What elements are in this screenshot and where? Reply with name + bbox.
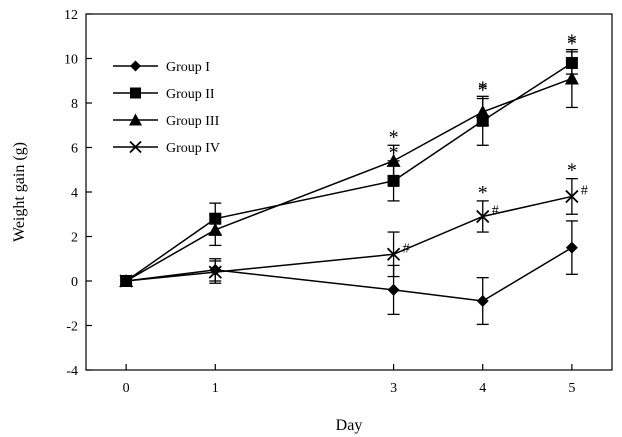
significance-star: * [478, 77, 488, 99]
x-marker-stroke [119, 274, 133, 288]
x-marker-stroke [208, 265, 222, 279]
significance-star: * [478, 80, 488, 102]
significance-star: * [567, 33, 577, 55]
x-marker-stroke [129, 140, 142, 154]
y-axis: -4 -2 0 2 4 6 8 10 12 [64, 8, 92, 379]
legend-label: Group I [166, 60, 210, 75]
x-tick-label: 3 [390, 381, 397, 396]
x-marker-stroke [386, 247, 401, 261]
series-group-iv: # * # * # [119, 160, 588, 288]
x-marker [208, 265, 222, 279]
x-marker [565, 189, 579, 204]
y-tick-label: 8 [71, 97, 78, 112]
triangle-marker [208, 222, 223, 236]
significance-star: * [567, 160, 577, 182]
x-tick-label: 1 [212, 381, 219, 396]
square-marker [387, 174, 400, 187]
legend-item: Group II [113, 87, 215, 102]
significance-hash: # [492, 203, 499, 218]
y-tick-label: 12 [64, 8, 78, 23]
x-tick-label: 4 [479, 381, 486, 396]
triangle-marker [475, 104, 490, 118]
significance-hash: # [403, 241, 410, 256]
y-tick-label: 4 [71, 186, 78, 201]
series-layer: ******#*#*# [119, 31, 588, 326]
series-line [125, 77, 573, 282]
y-tick-label: -4 [66, 364, 78, 379]
legend-label: Group II [166, 87, 215, 102]
significance-star: * [389, 126, 399, 148]
legend-label: Group IV [166, 141, 220, 156]
significance-star: * [567, 31, 577, 53]
x-marker [386, 247, 401, 261]
legend-item: Group I [113, 60, 210, 75]
significance-star: * [478, 182, 488, 204]
plot-frame [85, 13, 613, 371]
x-tick-label: 5 [568, 381, 575, 396]
diamond-marker [476, 295, 489, 308]
triangle-marker [564, 71, 579, 85]
triangle-marker [129, 113, 142, 126]
diamond-marker [387, 283, 400, 296]
significance-hash: # [581, 183, 588, 198]
x-axis-label: Day [336, 417, 363, 434]
y-axis-label: Weight gain (g) [11, 142, 28, 242]
x-axis: 0 1 3 4 5 [123, 364, 575, 396]
diamond-marker [130, 60, 141, 72]
y-tick-label: 0 [71, 275, 78, 290]
x-marker-stroke [476, 209, 490, 224]
y-tick-label: 6 [71, 142, 78, 157]
x-marker-stroke [565, 189, 579, 204]
diamond-marker [565, 241, 578, 254]
y-tick-label: 2 [71, 231, 78, 246]
legend-item: Group IV [113, 140, 220, 156]
series-line [126, 195, 573, 282]
legend-item: Group III [113, 113, 220, 129]
triangle-marker [386, 153, 401, 167]
x-tick-label: 0 [123, 381, 130, 396]
x-marker [129, 140, 142, 154]
legend-label: Group III [166, 114, 220, 129]
y-tick-label: 10 [64, 53, 78, 68]
square-marker [130, 87, 141, 99]
x-marker [119, 274, 133, 288]
x-marker [476, 209, 490, 224]
legend: Group I Group II Group III Group IV [113, 60, 220, 156]
y-tick-label: -2 [66, 320, 78, 335]
